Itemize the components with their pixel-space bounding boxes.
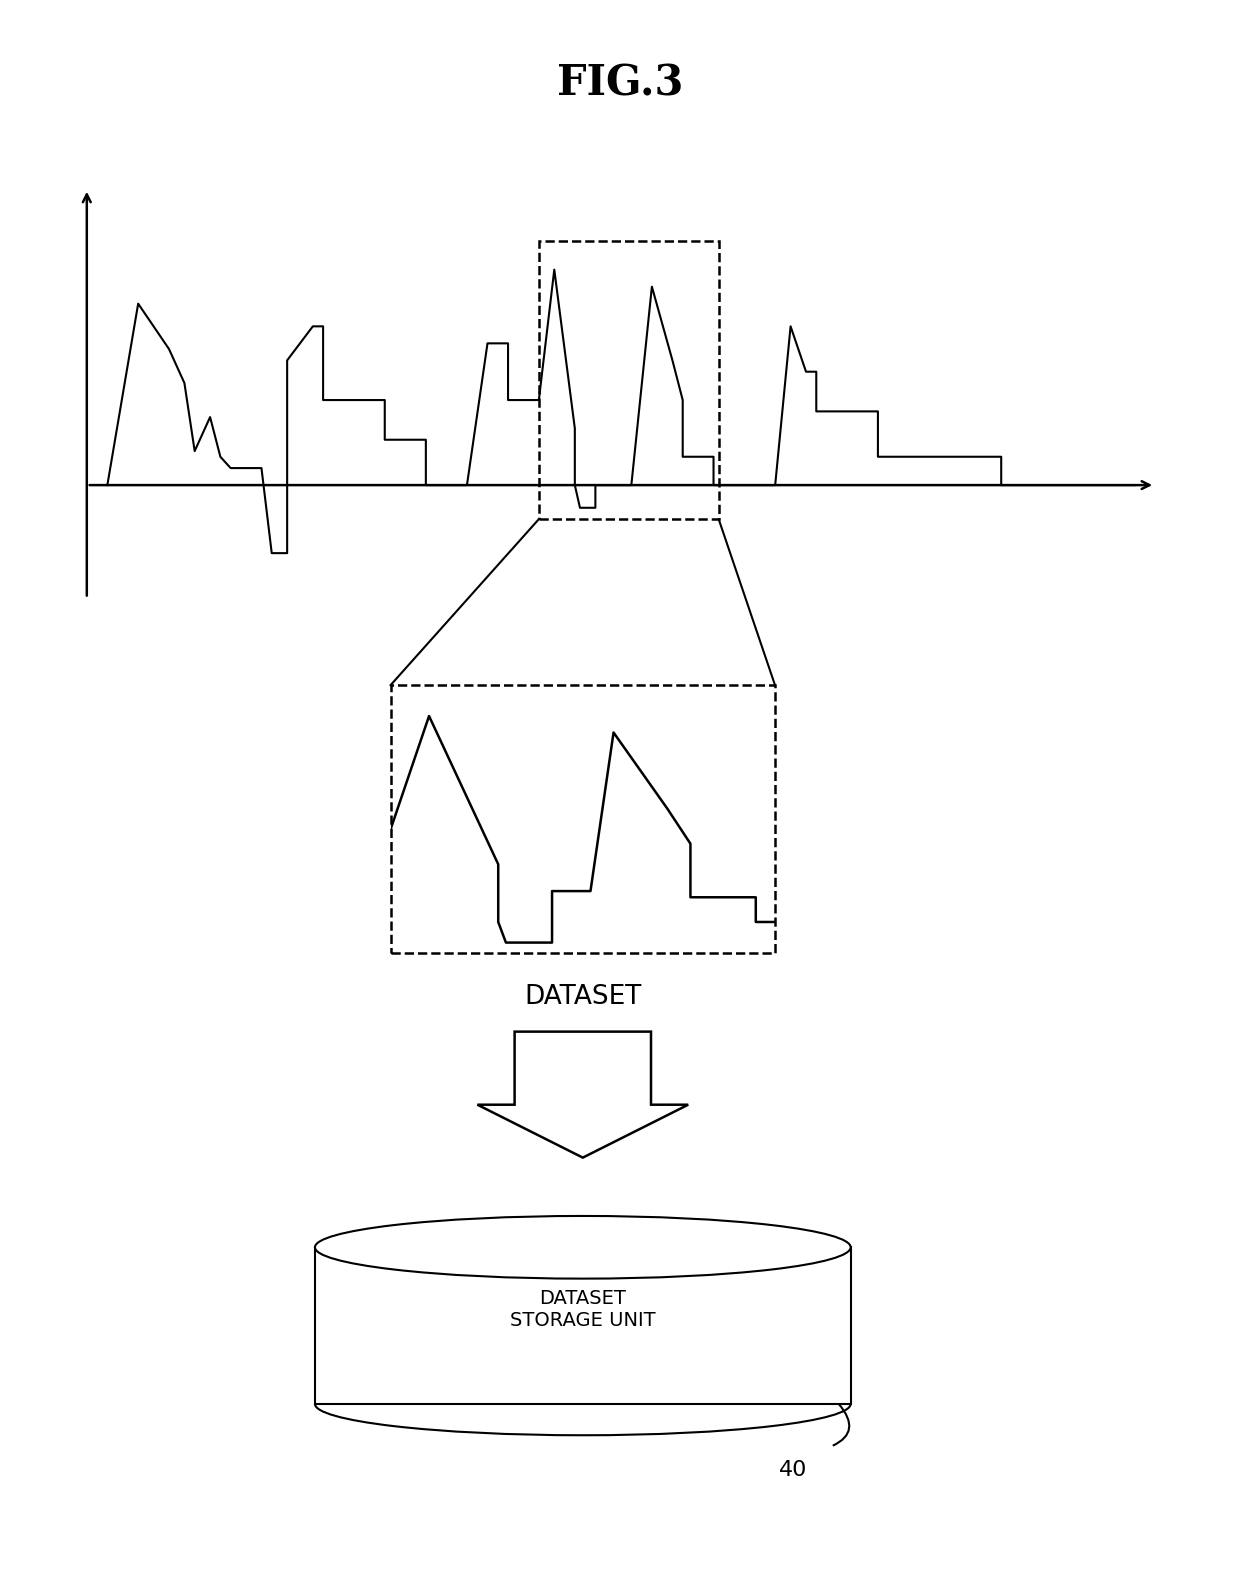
Text: DATASET
STORAGE UNIT: DATASET STORAGE UNIT [510, 1290, 656, 1331]
Text: FIG.3: FIG.3 [557, 63, 683, 106]
Bar [539, 241, 719, 520]
Text: 40: 40 [779, 1460, 807, 1479]
Bar [315, 1247, 851, 1403]
Text: DATASET: DATASET [525, 984, 641, 1011]
Ellipse shape [315, 1216, 851, 1279]
Bar [391, 685, 775, 953]
